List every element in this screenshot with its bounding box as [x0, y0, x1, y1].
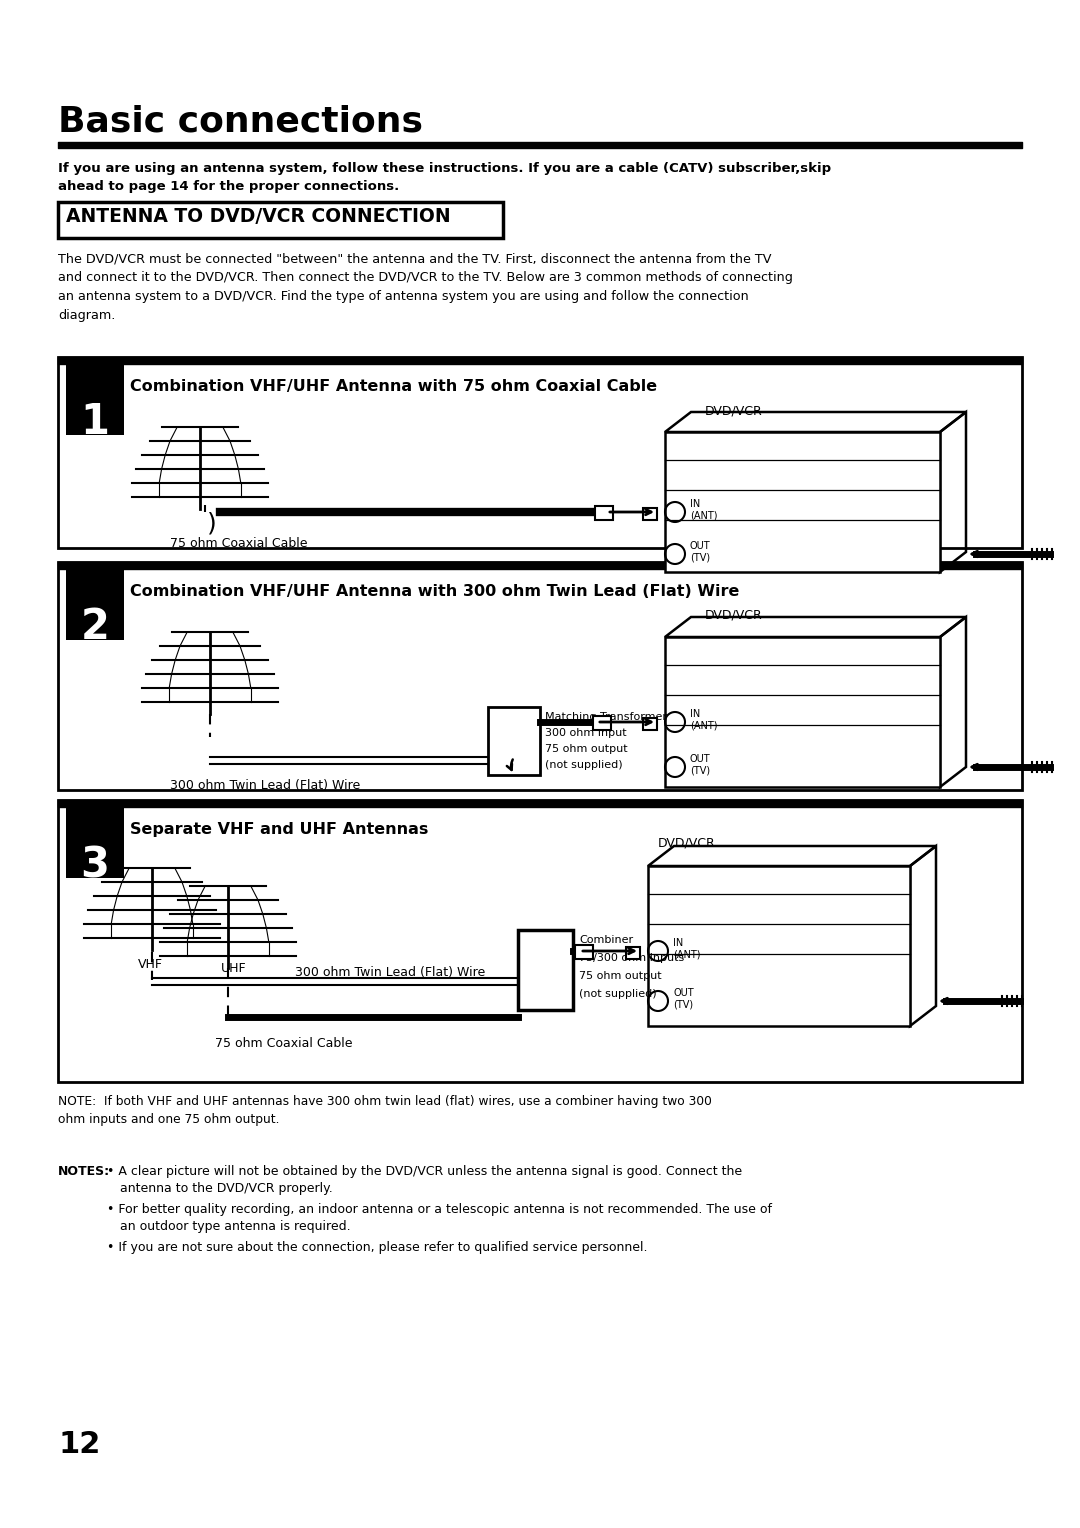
Text: 75/300 ohm Inputs: 75/300 ohm Inputs	[579, 953, 685, 963]
Text: 1: 1	[81, 400, 109, 443]
Text: DVD/VCR: DVD/VCR	[705, 403, 762, 417]
Bar	[643, 718, 657, 730]
Bar	[648, 866, 910, 1025]
Text: 300 ohm Twin Lead (Flat) Wire: 300 ohm Twin Lead (Flat) Wire	[170, 779, 361, 792]
Text: IN
(ANT): IN (ANT)	[690, 709, 717, 730]
Bar	[593, 717, 611, 730]
Text: Combination VHF/UHF Antenna with 75 ohm Coaxial Cable: Combination VHF/UHF Antenna with 75 ohm …	[130, 379, 657, 394]
Text: IN
(ANT): IN (ANT)	[673, 938, 701, 960]
Text: 300 ohm Twin Lead (Flat) Wire: 300 ohm Twin Lead (Flat) Wire	[295, 966, 485, 979]
Text: If you are using an antenna system, follow these instructions. If you are a cabl: If you are using an antenna system, foll…	[58, 162, 832, 176]
Text: NOTE:  If both VHF and UHF antennas have 300 ohm twin lead (flat) wires, use a c: NOTE: If both VHF and UHF antennas have …	[58, 1096, 712, 1108]
Text: UHF: UHF	[221, 963, 246, 975]
Bar	[58, 801, 1022, 1082]
Text: Basic connections: Basic connections	[58, 105, 423, 139]
Text: 75 ohm Coaxial Cable: 75 ohm Coaxial Cable	[215, 1038, 352, 1050]
Text: (not supplied): (not supplied)	[579, 989, 657, 999]
Text: • A clear picture will not be obtained by the DVD/VCR unless the antenna signal : • A clear picture will not be obtained b…	[107, 1164, 742, 1178]
Text: IN
(ANT): IN (ANT)	[690, 500, 717, 521]
Text: 300 ohm Input: 300 ohm Input	[545, 727, 626, 738]
Text: an antenna system to a DVD/VCR. Find the type of antenna system you are using an: an antenna system to a DVD/VCR. Find the…	[58, 290, 748, 303]
Text: NOTES:: NOTES:	[58, 1164, 110, 1178]
Text: ohm inputs and one 75 ohm output.: ohm inputs and one 75 ohm output.	[58, 1112, 280, 1126]
Bar	[488, 707, 540, 775]
Text: Separate VHF and UHF Antennas: Separate VHF and UHF Antennas	[130, 822, 429, 837]
Text: antenna to the DVD/VCR properly.: antenna to the DVD/VCR properly.	[120, 1183, 333, 1195]
Bar	[595, 506, 613, 520]
Bar	[66, 364, 124, 435]
Bar	[58, 562, 1022, 790]
Text: VHF: VHF	[138, 958, 163, 970]
Bar	[665, 432, 940, 571]
Text: (not supplied): (not supplied)	[545, 759, 623, 770]
Text: OUT
(TV): OUT (TV)	[690, 755, 711, 776]
Text: 3: 3	[81, 843, 109, 886]
Text: 75 ohm Coaxial Cable: 75 ohm Coaxial Cable	[170, 536, 308, 550]
Text: OUT
(TV): OUT (TV)	[690, 541, 711, 562]
Bar	[518, 931, 573, 1010]
Text: Matching Transformer: Matching Transformer	[545, 712, 667, 723]
Text: ): )	[207, 512, 217, 536]
Text: Combination VHF/UHF Antenna with 300 ohm Twin Lead (Flat) Wire: Combination VHF/UHF Antenna with 300 ohm…	[130, 584, 740, 599]
Text: OUT
(TV): OUT (TV)	[673, 989, 693, 1010]
Text: • For better quality recording, an indoor antenna or a telescopic antenna is not: • For better quality recording, an indoo…	[107, 1203, 772, 1216]
Text: 2: 2	[81, 607, 109, 648]
Text: 75 ohm output: 75 ohm output	[545, 744, 627, 753]
Bar	[665, 637, 940, 787]
Text: diagram.: diagram.	[58, 309, 116, 322]
Text: 12: 12	[58, 1430, 100, 1459]
Bar	[626, 947, 640, 960]
Bar	[66, 568, 124, 640]
Bar	[58, 202, 503, 238]
Text: 75 ohm output: 75 ohm output	[579, 970, 662, 981]
Bar	[66, 805, 124, 879]
Bar	[58, 358, 1022, 549]
Text: ahead to page 14 for the proper connections.: ahead to page 14 for the proper connecti…	[58, 180, 400, 193]
Bar	[643, 507, 657, 520]
Text: • If you are not sure about the connection, please refer to qualified service pe: • If you are not sure about the connecti…	[107, 1241, 648, 1254]
Text: DVD/VCR: DVD/VCR	[658, 837, 716, 850]
Text: Combiner: Combiner	[579, 935, 633, 944]
Text: DVD/VCR: DVD/VCR	[705, 610, 762, 622]
Text: an outdoor type antenna is required.: an outdoor type antenna is required.	[120, 1219, 351, 1233]
Text: and connect it to the DVD/VCR. Then connect the DVD/VCR to the TV. Below are 3 c: and connect it to the DVD/VCR. Then conn…	[58, 270, 793, 284]
Bar	[575, 944, 593, 960]
Text: The DVD/VCR must be connected "between" the antenna and the TV. First, disconnec: The DVD/VCR must be connected "between" …	[58, 252, 771, 264]
Text: ANTENNA TO DVD/VCR CONNECTION: ANTENNA TO DVD/VCR CONNECTION	[66, 206, 450, 226]
